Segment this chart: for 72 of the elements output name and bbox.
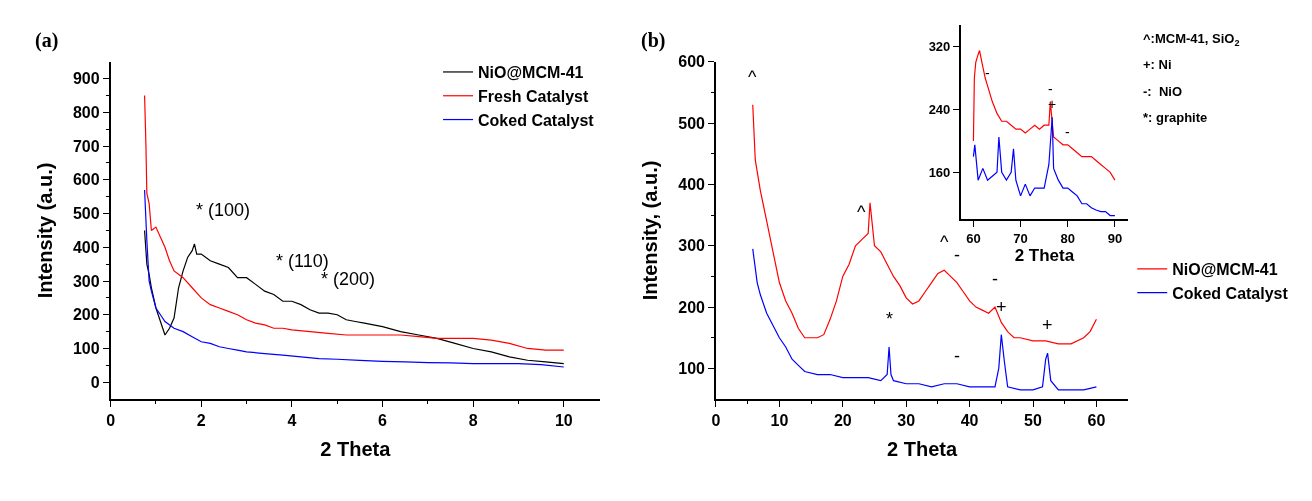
annotation: - xyxy=(954,245,960,265)
y-tick-label: 200 xyxy=(72,306,100,324)
annotation: + xyxy=(1042,315,1053,335)
x-axis-title: 2 Theta xyxy=(1014,245,1075,265)
annotation: + xyxy=(996,297,1007,317)
x-axis-title: 2 Theta xyxy=(887,438,958,461)
legend-label: NiO@MCM-41 xyxy=(478,64,584,82)
x-tick-label: 30 xyxy=(897,412,916,430)
line-series xyxy=(972,49,1116,181)
y-tick-label: 240 xyxy=(928,102,951,117)
y-axis-title: Intensity, (a.u.) xyxy=(639,160,662,301)
text: (b) xyxy=(641,29,666,52)
y-tick-label: 100 xyxy=(678,360,706,377)
x-tick-label: 60 xyxy=(1087,412,1106,430)
y-tick-label: 600 xyxy=(72,171,100,189)
y-tick-label: 700 xyxy=(72,137,100,155)
x-tick-label: 70 xyxy=(1013,230,1028,246)
annotation: * (110) xyxy=(276,251,329,271)
y-tick-label: 200 xyxy=(678,298,706,316)
x-axis-title: 2 Theta xyxy=(320,438,392,461)
x-tick-label: 4 xyxy=(287,412,297,430)
x-tick-label: 0 xyxy=(711,412,721,430)
x-tick-label: 50 xyxy=(1024,412,1043,430)
text: (a) xyxy=(35,29,59,52)
y-tick-label: 160 xyxy=(928,164,951,180)
x-tick-label: 0 xyxy=(106,412,116,430)
x-tick-label: 80 xyxy=(1060,230,1075,246)
annotation: - xyxy=(992,269,998,289)
annotation: + xyxy=(1048,96,1057,112)
y-tick-label: 900 xyxy=(72,70,100,88)
y-tick-label: 500 xyxy=(678,114,706,132)
text: -: NiO xyxy=(1143,84,1182,99)
x-tick-label: 60 xyxy=(966,230,981,246)
text: +: Ni xyxy=(1143,57,1172,72)
line-series xyxy=(972,116,1116,217)
y-axis-title: Intensity (a.u.) xyxy=(33,162,56,299)
y-tick-label: 0 xyxy=(90,373,100,391)
x-tick-label: 90 xyxy=(1107,230,1123,246)
line-series xyxy=(752,248,1098,391)
y-tick-label: 100 xyxy=(72,340,100,358)
y-tick-label: 600 xyxy=(678,53,706,71)
text: ^:MCM-41, SiO$_{2}$ xyxy=(1143,31,1240,48)
y-tick-label: 400 xyxy=(72,238,100,256)
legend-label: Coked Catalyst xyxy=(478,111,595,129)
line-series xyxy=(143,189,565,368)
y-tick-label: 400 xyxy=(678,176,706,194)
annotation: * (100) xyxy=(196,200,251,220)
text: *: graphite xyxy=(1143,110,1208,125)
x-tick-label: 2 xyxy=(196,412,206,430)
legend-label: Coked Catalyst xyxy=(1172,284,1289,302)
x-tick-label: 40 xyxy=(960,412,979,430)
line-series xyxy=(143,229,565,365)
x-tick-label: 10 xyxy=(770,412,789,430)
annotation: - xyxy=(1048,81,1053,97)
annotation: - xyxy=(1065,124,1070,140)
legend-label: Fresh Catalyst xyxy=(478,87,589,105)
annotation: ^ xyxy=(940,232,949,252)
annotation: - xyxy=(985,65,990,81)
y-tick-label: 300 xyxy=(678,237,706,255)
y-tick-label: 320 xyxy=(928,39,951,55)
x-tick-label: 10 xyxy=(554,412,573,430)
annotation: ^ xyxy=(748,67,757,87)
x-tick-label: 6 xyxy=(378,412,388,430)
x-tick-label: 20 xyxy=(833,412,852,430)
y-tick-label: 500 xyxy=(72,205,100,223)
annotation: ^ xyxy=(857,202,866,222)
y-tick-label: 300 xyxy=(72,272,100,290)
annotation: - xyxy=(954,346,960,366)
x-tick-label: 8 xyxy=(468,412,478,430)
y-tick-label: 800 xyxy=(72,103,100,121)
annotation: * xyxy=(886,309,894,329)
legend-label: NiO@MCM-41 xyxy=(1172,261,1278,279)
